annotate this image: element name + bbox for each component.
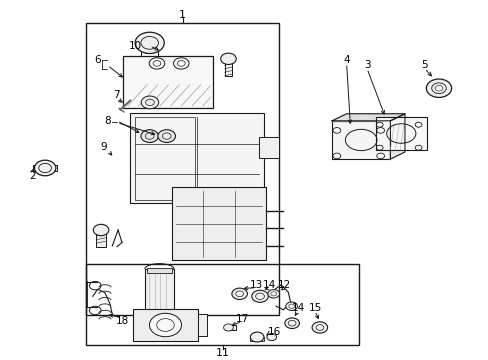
- Text: 9: 9: [100, 143, 106, 152]
- Circle shape: [34, 160, 56, 176]
- Text: 6: 6: [94, 55, 100, 65]
- Bar: [144, 269, 174, 329]
- Text: 11: 11: [215, 348, 229, 358]
- Polygon shape: [389, 114, 404, 159]
- Text: 18: 18: [115, 316, 128, 326]
- Text: 5: 5: [420, 60, 427, 70]
- Circle shape: [285, 302, 297, 310]
- Circle shape: [266, 333, 276, 341]
- Bar: [135, 117, 195, 200]
- Bar: [198, 314, 206, 336]
- Bar: [146, 268, 172, 273]
- Circle shape: [141, 96, 159, 109]
- Text: 14: 14: [291, 303, 304, 313]
- Bar: [122, 56, 212, 108]
- Bar: [132, 309, 198, 341]
- Bar: [171, 188, 266, 260]
- Text: 2: 2: [29, 171, 36, 181]
- Bar: [259, 137, 278, 158]
- Text: 17: 17: [235, 314, 248, 324]
- Text: 14: 14: [263, 280, 276, 290]
- Text: 4: 4: [343, 55, 349, 65]
- Text: 13: 13: [249, 280, 262, 290]
- Circle shape: [251, 290, 268, 302]
- Polygon shape: [331, 114, 404, 121]
- Text: 12: 12: [277, 280, 290, 290]
- Text: 8: 8: [104, 116, 110, 126]
- Bar: [130, 113, 264, 203]
- Circle shape: [93, 224, 109, 236]
- Circle shape: [285, 318, 299, 329]
- Bar: [96, 231, 106, 247]
- Bar: [86, 23, 278, 315]
- Circle shape: [149, 313, 181, 337]
- Text: 3: 3: [363, 60, 369, 70]
- Text: 7: 7: [113, 90, 120, 100]
- Bar: [375, 117, 426, 150]
- Circle shape: [267, 289, 279, 298]
- Bar: [250, 337, 264, 341]
- Circle shape: [223, 324, 233, 331]
- Bar: [33, 165, 57, 171]
- Circle shape: [220, 53, 236, 64]
- Text: 16: 16: [267, 327, 281, 337]
- Circle shape: [426, 79, 451, 98]
- Circle shape: [311, 322, 327, 333]
- Text: 10: 10: [128, 41, 142, 51]
- Bar: [331, 121, 389, 159]
- Text: 1: 1: [179, 10, 185, 20]
- Bar: [86, 264, 358, 345]
- Text: 15: 15: [308, 303, 321, 313]
- Circle shape: [135, 32, 164, 54]
- Circle shape: [250, 332, 264, 342]
- Circle shape: [141, 130, 158, 143]
- Bar: [224, 325, 235, 330]
- Circle shape: [158, 130, 175, 143]
- Circle shape: [231, 288, 247, 300]
- Bar: [224, 59, 232, 76]
